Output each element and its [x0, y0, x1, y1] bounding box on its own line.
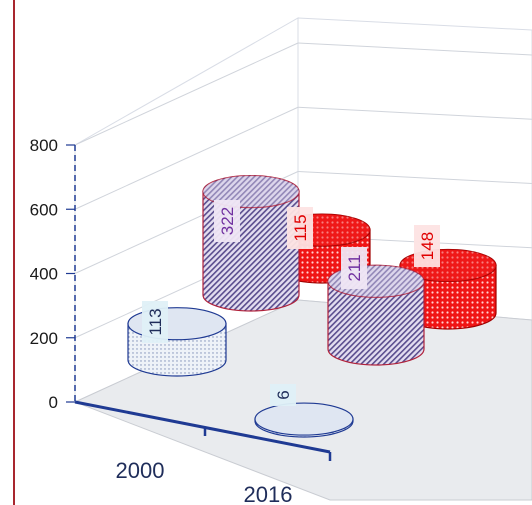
data-label-text: 113 [146, 308, 165, 335]
data-labels: 113 6 322 211 115 148 [142, 200, 440, 406]
x-axis-line [74, 400, 331, 454]
data-label-text: 148 [418, 232, 437, 260]
data-label: 115 [287, 207, 313, 249]
data-label-text: 6 [274, 390, 293, 399]
gridline [297, 106, 532, 120]
data-label: 6 [270, 384, 296, 406]
data-label-text: 211 [345, 254, 364, 281]
y-tick-label: 600 [30, 200, 58, 219]
gridline [74, 106, 299, 210]
y-axis: 0 200 400 600 800 [30, 136, 75, 412]
bars [127, 174, 497, 438]
data-label: 211 [341, 247, 367, 289]
data-label: 322 [214, 200, 240, 242]
y-tick-label: 800 [30, 136, 58, 155]
x-axis: 2000 2016 [116, 427, 332, 505]
gridline [74, 42, 299, 146]
y-tick-label: 200 [30, 329, 58, 348]
gridline [297, 42, 532, 56]
bar-cylinder [202, 174, 300, 312]
x-tick-label: 2000 [116, 458, 165, 483]
data-label-text: 115 [291, 214, 310, 241]
data-label: 148 [414, 225, 440, 267]
bar-cylinder [254, 402, 354, 438]
y-tick-label: 400 [30, 265, 58, 284]
x-tick-label: 2016 [244, 482, 293, 505]
gridline [297, 171, 532, 184]
data-label-text: 322 [218, 207, 237, 235]
data-label: 113 [142, 301, 168, 343]
gridlines [74, 42, 532, 339]
y-tick-label: 0 [49, 393, 58, 412]
